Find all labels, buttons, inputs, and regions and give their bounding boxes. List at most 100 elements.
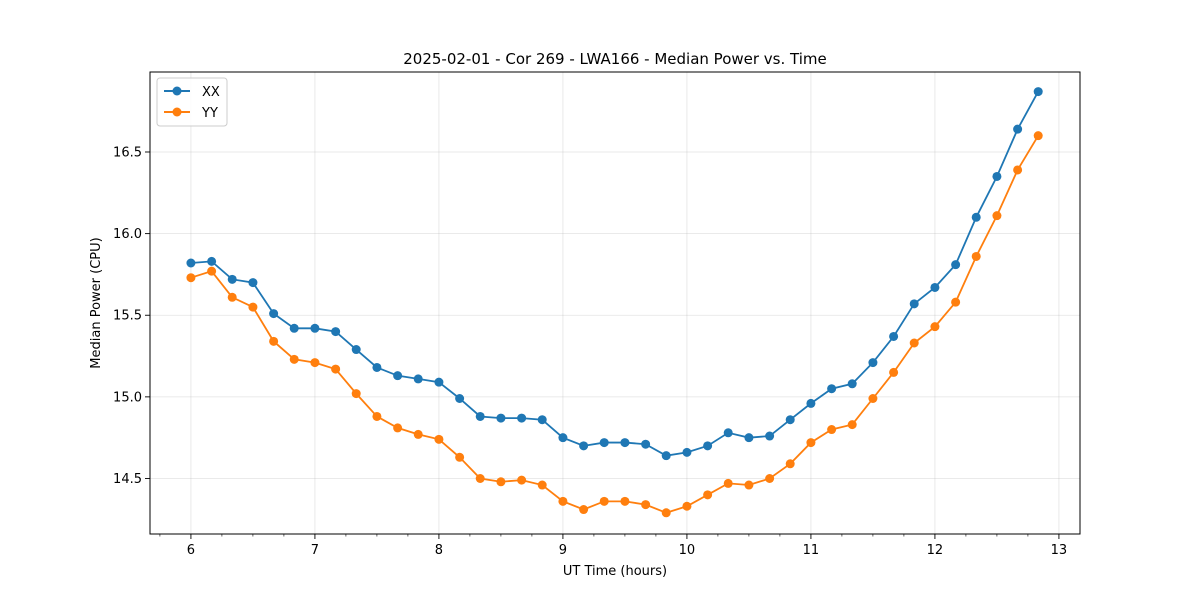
x-tick-label: 6 bbox=[187, 543, 195, 558]
legend-marker-yy bbox=[172, 107, 182, 117]
x-tick-label: 8 bbox=[435, 543, 443, 558]
data-point-yy bbox=[827, 425, 837, 435]
data-point-xx bbox=[723, 428, 733, 438]
data-point-xx bbox=[310, 323, 320, 333]
data-point-yy bbox=[248, 302, 258, 312]
data-point-yy bbox=[951, 297, 961, 307]
chart-title: 2025-02-01 - Cor 269 - LWA166 - Median P… bbox=[403, 50, 827, 68]
data-point-yy bbox=[269, 336, 279, 346]
data-point-xx bbox=[186, 258, 196, 268]
data-point-xx bbox=[248, 278, 258, 288]
data-point-yy bbox=[971, 251, 981, 261]
data-point-yy bbox=[455, 452, 465, 462]
data-point-yy bbox=[703, 490, 713, 500]
data-point-xx bbox=[579, 441, 589, 451]
data-point-yy bbox=[393, 423, 403, 433]
data-point-yy bbox=[331, 364, 341, 374]
y-tick-label: 16.5 bbox=[113, 145, 142, 160]
data-point-xx bbox=[227, 274, 237, 284]
data-point-xx bbox=[1033, 87, 1043, 97]
data-point-xx bbox=[992, 171, 1002, 181]
grid-layer bbox=[150, 72, 1080, 534]
data-point-xx bbox=[703, 441, 713, 451]
data-point-yy bbox=[496, 477, 506, 487]
data-point-yy bbox=[413, 429, 423, 439]
data-point-xx bbox=[496, 413, 506, 423]
data-point-xx bbox=[207, 256, 217, 266]
data-point-yy bbox=[351, 389, 361, 399]
data-point-xx bbox=[765, 431, 775, 441]
data-point-yy bbox=[289, 354, 299, 364]
data-point-yy bbox=[227, 292, 237, 302]
legend: XX YY bbox=[156, 77, 228, 127]
data-point-xx bbox=[847, 379, 857, 389]
data-point-yy bbox=[310, 358, 320, 368]
data-point-xx bbox=[827, 384, 837, 394]
data-point-xx bbox=[889, 331, 899, 341]
x-tick-label: 12 bbox=[927, 543, 944, 558]
data-point-xx bbox=[558, 433, 568, 443]
x-tick-label: 11 bbox=[803, 543, 820, 558]
data-point-xx bbox=[413, 374, 423, 384]
data-point-xx bbox=[641, 439, 651, 449]
data-point-yy bbox=[723, 478, 733, 488]
data-point-yy bbox=[475, 473, 485, 483]
data-point-yy bbox=[661, 508, 671, 518]
data-point-yy bbox=[744, 480, 754, 490]
data-point-yy bbox=[1033, 131, 1043, 141]
data-point-xx bbox=[289, 323, 299, 333]
data-point-yy bbox=[868, 394, 878, 404]
data-point-yy bbox=[641, 500, 651, 510]
data-point-yy bbox=[579, 505, 589, 515]
x-axis: 6 7 8 9 10 11 12 13 bbox=[159, 534, 1068, 558]
data-point-yy bbox=[806, 438, 816, 448]
data-point-xx bbox=[744, 433, 754, 443]
x-tick-label: 7 bbox=[311, 543, 319, 558]
data-point-xx bbox=[868, 358, 878, 368]
data-point-yy bbox=[765, 473, 775, 483]
data-point-yy bbox=[558, 496, 568, 506]
data-point-xx bbox=[372, 362, 382, 372]
data-point-yy bbox=[207, 266, 217, 276]
x-tick-label: 9 bbox=[559, 543, 567, 558]
data-point-xx bbox=[930, 282, 940, 292]
data-point-yy bbox=[785, 459, 795, 469]
data-point-xx bbox=[599, 438, 609, 448]
legend-marker-xx bbox=[172, 86, 182, 96]
data-point-xx bbox=[909, 299, 919, 309]
y-axis: 14.5 15.0 15.5 16.0 16.5 bbox=[113, 145, 150, 487]
data-point-yy bbox=[682, 501, 692, 511]
data-point-xx bbox=[517, 413, 527, 423]
data-point-xx bbox=[806, 398, 816, 408]
data-point-xx bbox=[785, 415, 795, 425]
data-point-xx bbox=[351, 345, 361, 355]
data-point-yy bbox=[372, 411, 382, 421]
data-point-yy bbox=[537, 480, 547, 490]
plot-frame bbox=[149, 71, 1081, 535]
data-point-xx bbox=[269, 309, 279, 319]
series-line-xx bbox=[190, 91, 1039, 457]
y-axis-label: Median Power (CPU) bbox=[89, 237, 104, 368]
y-tick-label: 14.5 bbox=[113, 472, 142, 487]
x-tick-label: 13 bbox=[1051, 543, 1068, 558]
data-point-xx bbox=[434, 377, 444, 387]
data-point-xx bbox=[682, 447, 692, 457]
y-tick-label: 15.0 bbox=[113, 390, 142, 405]
x-axis-label: UT Time (hours) bbox=[563, 564, 667, 579]
x-tick-label: 10 bbox=[679, 543, 696, 558]
data-point-xx bbox=[661, 451, 671, 461]
series-line-yy bbox=[190, 135, 1039, 514]
data-point-yy bbox=[847, 420, 857, 430]
data-point-yy bbox=[889, 367, 899, 377]
data-point-xx bbox=[620, 438, 630, 448]
data-point-xx bbox=[951, 260, 961, 270]
data-point-xx bbox=[971, 212, 981, 222]
data-point-xx bbox=[331, 327, 341, 337]
data-point-yy bbox=[909, 338, 919, 348]
legend-label-yy: YY bbox=[201, 106, 218, 121]
legend-label-xx: XX bbox=[202, 85, 220, 100]
data-point-yy bbox=[517, 475, 527, 485]
data-point-yy bbox=[434, 434, 444, 444]
y-tick-label: 15.5 bbox=[113, 309, 142, 324]
